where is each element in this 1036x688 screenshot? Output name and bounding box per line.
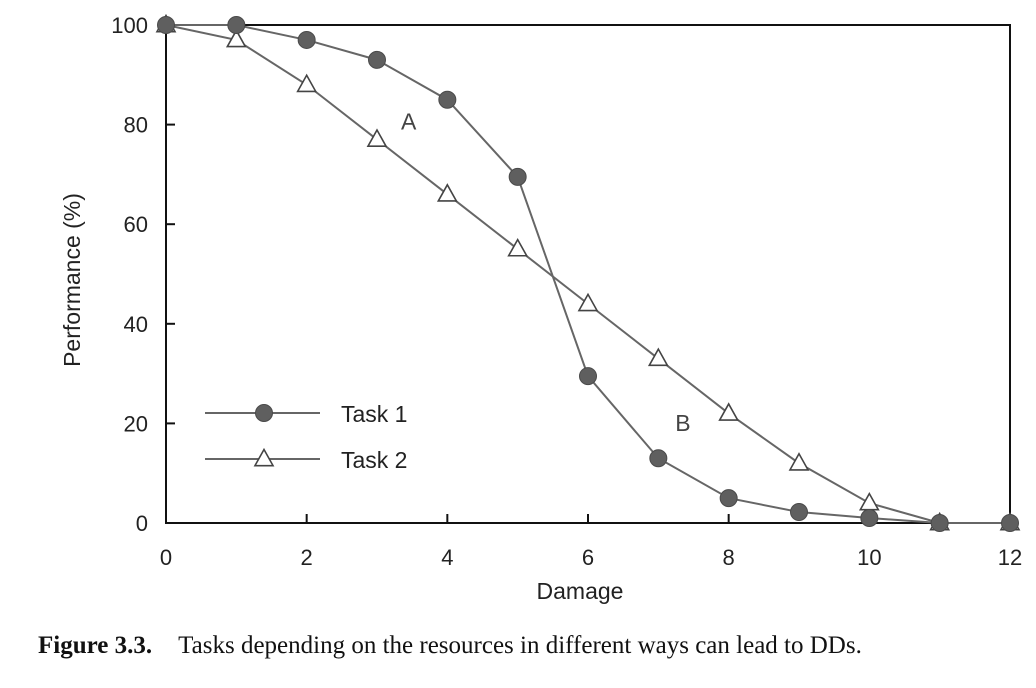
legend-label: Task 2 — [341, 447, 407, 473]
data-point-task-1 — [157, 16, 175, 34]
series-task-2 — [155, 13, 1021, 531]
data-point-task-1 — [790, 503, 808, 522]
data-point-task-2 — [296, 73, 318, 93]
data-point-task-2 — [718, 402, 740, 421]
plot-frame — [165, 24, 1011, 524]
series-line-task-2 — [165, 24, 1010, 524]
plot-border — [165, 24, 1011, 524]
annotation-a: A — [401, 109, 417, 135]
caption-text: Tasks depending on the resources in diff… — [178, 632, 862, 659]
series-task-1 — [157, 16, 1019, 532]
legend-item-task-1: Task 1 — [205, 401, 407, 427]
data-point-task-1 — [438, 90, 457, 109]
legend: Task 1 Task 2 — [205, 401, 407, 473]
data-point-task-1 — [227, 16, 246, 34]
y-axis-label: Performance (%) — [59, 193, 85, 367]
x-axis-label: Damage — [537, 578, 624, 604]
y-tick-label: 60 — [124, 212, 148, 237]
y-tick-label: 100 — [111, 13, 148, 38]
series-layer — [155, 13, 1021, 532]
figure-label: Figure 3.3. — [38, 632, 153, 659]
x-tick-label: 10 — [857, 545, 881, 570]
legend-label: Task 1 — [341, 401, 407, 427]
data-point-task-1 — [1001, 514, 1019, 532]
y-tick-label: 0 — [136, 511, 148, 536]
x-tick-label: 8 — [723, 545, 735, 570]
x-tick-label: 4 — [441, 545, 453, 570]
legend-item-task-2: Task 2 — [205, 447, 407, 473]
legend-marker — [255, 404, 273, 422]
x-tick-label: 2 — [301, 545, 313, 570]
series-line-task-1 — [166, 24, 1010, 524]
data-point-task-2 — [507, 237, 529, 257]
x-tick-label: 6 — [582, 545, 594, 570]
data-point-task-2 — [858, 491, 880, 511]
x-tick-label: 0 — [160, 545, 172, 570]
data-point-task-1 — [719, 489, 738, 508]
data-point-task-1 — [368, 50, 386, 69]
legend-marker — [253, 447, 275, 467]
data-point-task-2 — [788, 452, 810, 471]
data-point-task-2 — [436, 183, 458, 202]
data-point-task-2 — [647, 347, 669, 367]
annotations: AB — [401, 109, 691, 436]
annotation-b: B — [675, 410, 690, 436]
data-point-task-1 — [297, 30, 316, 49]
data-point-task-2 — [366, 128, 388, 147]
data-point-task-1 — [649, 449, 668, 468]
data-point-task-1 — [860, 509, 879, 528]
data-point-task-2 — [577, 292, 599, 312]
axis-ticks: 0 2 4 6 8 10 12 0 20 40 60 80 100 — [111, 13, 1022, 570]
data-point-task-1 — [579, 367, 597, 386]
y-tick-label: 20 — [124, 411, 148, 436]
data-point-task-2 — [225, 28, 247, 48]
figure-caption: Figure 3.3. Tasks depending on the resour… — [38, 632, 862, 660]
data-point-task-1 — [930, 514, 949, 532]
data-point-task-1 — [508, 167, 527, 186]
x-tick-label: 12 — [998, 545, 1022, 570]
y-tick-label: 80 — [124, 113, 148, 138]
y-tick-label: 40 — [124, 312, 148, 337]
